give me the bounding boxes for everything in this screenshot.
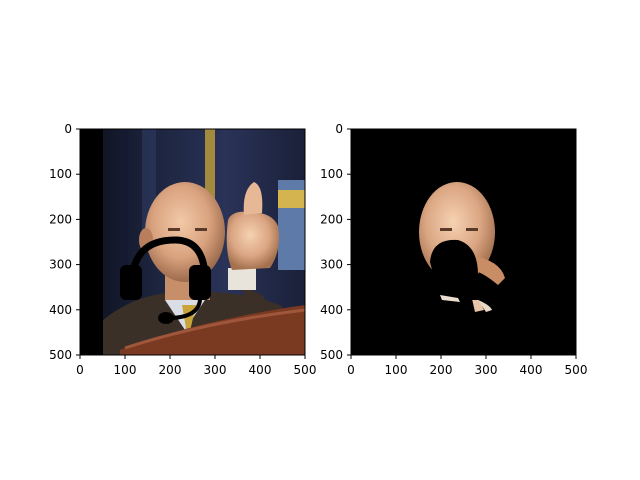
- right-image: [351, 129, 576, 355]
- right-x-tick-label: 100: [385, 363, 408, 377]
- left-y-tick-labels: 0 100 200 300 400 500: [49, 122, 72, 362]
- right-x-ticks: [350, 355, 577, 359]
- left-x-ticks: [79, 355, 306, 359]
- right-axes-frame: [350, 128, 577, 356]
- right-x-tick-labels: 0 100 200 300 400 500: [347, 363, 587, 377]
- left-x-tick-label: 200: [159, 363, 182, 377]
- right-y-tick-labels: 0 100 200 300 400 500: [320, 122, 343, 362]
- left-axes: 0 100 200 300 400 500 0 100 200 300 400 …: [49, 122, 316, 377]
- left-y-tick-label: 400: [49, 303, 72, 317]
- right-y-tick-label: 300: [320, 258, 343, 272]
- right-x-tick-label: 500: [565, 363, 588, 377]
- right-x-tick-label: 200: [430, 363, 453, 377]
- right-y-tick-label: 400: [320, 303, 343, 317]
- left-image: [80, 129, 305, 355]
- right-x-tick-label: 400: [520, 363, 543, 377]
- right-x-tick-label: 300: [475, 363, 498, 377]
- right-y-tick-label: 0: [335, 122, 343, 136]
- left-x-tick-label: 0: [76, 363, 84, 377]
- left-x-tick-label: 500: [294, 363, 317, 377]
- left-y-tick-label: 100: [49, 167, 72, 181]
- right-y-tick-label: 500: [320, 348, 343, 362]
- masked-head: [419, 182, 505, 312]
- right-y-ticks: [347, 128, 351, 356]
- right-y-tick-label: 100: [320, 167, 343, 181]
- left-x-tick-label: 300: [204, 363, 227, 377]
- left-y-tick-label: 500: [49, 348, 72, 362]
- left-y-tick-label: 0: [64, 122, 72, 136]
- left-axes-frame: [79, 128, 306, 356]
- right-y-tick-label: 200: [320, 212, 343, 226]
- left-y-ticks: [76, 128, 80, 356]
- left-x-tick-label: 100: [114, 363, 137, 377]
- left-x-tick-labels: 0 100 200 300 400 500: [76, 363, 316, 377]
- right-axes: 0 100 200 300 400 500 0 100 200 300 400 …: [320, 122, 587, 377]
- headset-icon: [120, 236, 211, 324]
- left-y-tick-label: 200: [49, 212, 72, 226]
- left-x-tick-label: 400: [249, 363, 272, 377]
- left-y-tick-label: 300: [49, 258, 72, 272]
- right-x-tick-label: 0: [347, 363, 355, 377]
